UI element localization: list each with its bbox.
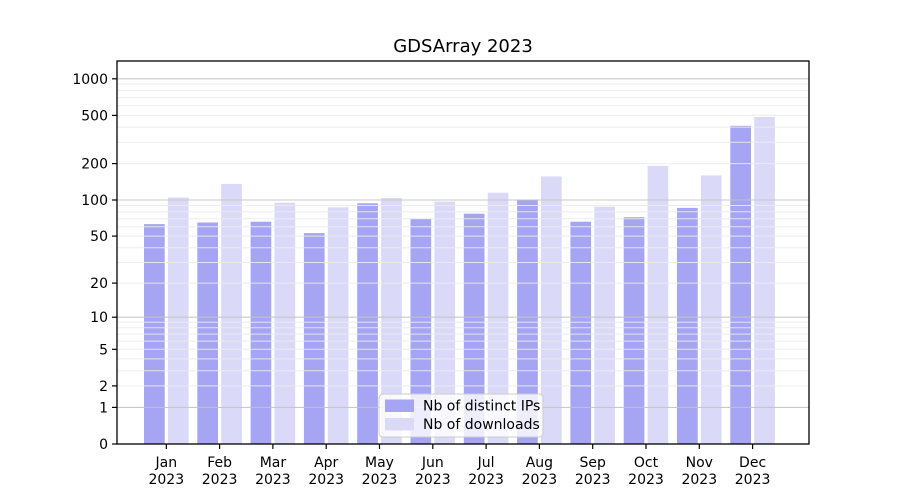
x-tick-year: 2023 — [148, 472, 184, 488]
x-tick-month: Oct — [634, 455, 659, 471]
y-tick-label: 2 — [99, 379, 108, 395]
x-tick-year: 2023 — [202, 472, 238, 488]
bar-ips-dec — [730, 125, 751, 445]
x-tick-month: Jul — [477, 455, 495, 471]
bar-ips-feb — [197, 222, 218, 444]
x-tick-year: 2023 — [735, 472, 771, 488]
gridlines — [117, 78, 809, 408]
bar-downloads-sep — [594, 206, 615, 444]
y-tick-label: 100 — [81, 193, 108, 209]
legend-box — [378, 393, 544, 438]
y-tick-label: 0 — [99, 437, 108, 453]
bar-downloads-dec — [754, 117, 775, 444]
x-tick-month: Feb — [207, 455, 232, 471]
x-axis: Jan2023Feb2023Mar2023Apr2023May2023Jun20… — [148, 444, 770, 488]
bar-ips-oct — [623, 217, 645, 444]
bar-ips-jun — [410, 218, 432, 444]
x-tick-month: Sep — [580, 455, 607, 471]
bar-ips-nov — [677, 207, 698, 444]
bar-downloads-mar — [274, 202, 296, 444]
x-tick-year: 2023 — [575, 472, 611, 488]
y-tick-label: 5 — [99, 342, 108, 358]
y-tick-label: 50 — [90, 229, 108, 245]
bar-downloads-may — [381, 198, 402, 444]
legend-label-ips: Nb of distinct IPs — [423, 399, 540, 415]
bar-ips-apr — [303, 233, 325, 444]
bar-downloads-nov — [700, 175, 722, 444]
x-tick-month: Nov — [686, 455, 713, 471]
x-tick-year: 2023 — [255, 472, 291, 488]
bar-ips-mar — [250, 221, 272, 444]
chart-title: GDSArray 2023 — [393, 36, 533, 57]
y-tick-label: 1 — [99, 400, 108, 416]
legend-swatch-downloads — [385, 418, 414, 431]
legend: Nb of distinct IPs Nb of downloads — [378, 393, 544, 438]
x-tick-month: Aug — [526, 455, 553, 471]
y-tick-label: 200 — [81, 157, 108, 173]
bar-ips-may — [357, 203, 378, 444]
y-tick-label: 10 — [90, 310, 108, 326]
x-tick-year: 2023 — [308, 472, 344, 488]
x-tick-year: 2023 — [468, 472, 504, 488]
bar-ips-jul — [463, 213, 485, 444]
legend-swatch-ips — [385, 399, 414, 412]
y-tick-label: 500 — [81, 108, 108, 124]
bar-ips-sep — [570, 221, 592, 444]
x-tick-year: 2023 — [681, 472, 717, 488]
plot-border — [116, 60, 810, 445]
y-tick-label: 20 — [90, 276, 108, 292]
bar-downloads-oct — [647, 165, 669, 445]
bars-layer — [144, 117, 775, 445]
y-tick-label: 1000 — [72, 72, 108, 88]
x-tick-year: 2023 — [522, 472, 558, 488]
bar-downloads-jul — [487, 192, 509, 444]
x-tick-month: Jun — [421, 455, 444, 471]
x-tick-year: 2023 — [415, 472, 451, 488]
x-tick-month: Jan — [155, 455, 178, 471]
bar-downloads-aug — [541, 176, 562, 444]
y-axis: 0 1 2 5 10 20 50 100 200 500 1000 — [72, 72, 117, 453]
x-tick-month: May — [365, 455, 394, 471]
x-tick-month: Apr — [314, 455, 338, 471]
bar-downloads-apr — [327, 207, 349, 444]
legend-label-downloads: Nb of downloads — [423, 417, 540, 433]
bar-downloads-jan — [167, 197, 189, 444]
x-tick-year: 2023 — [362, 472, 398, 488]
bar-downloads-feb — [221, 183, 242, 444]
x-tick-month: Mar — [260, 455, 287, 471]
bar-ips-aug — [517, 199, 538, 444]
x-tick-year: 2023 — [628, 472, 664, 488]
x-tick-month: Dec — [739, 455, 766, 471]
